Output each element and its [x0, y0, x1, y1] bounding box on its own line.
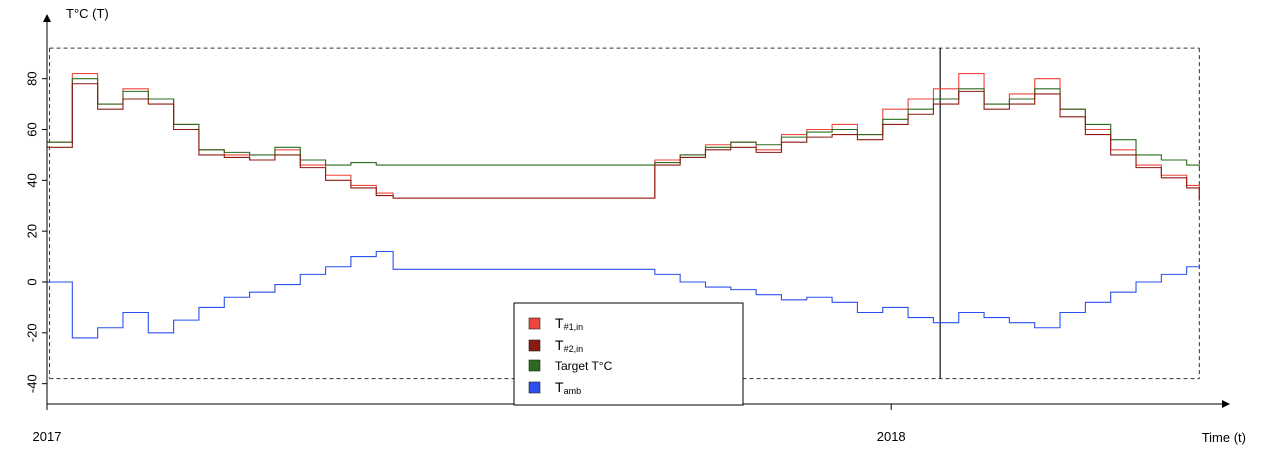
legend-swatch	[528, 359, 541, 372]
y-tick-label: -40	[24, 374, 39, 393]
y-tick-label: 0	[24, 278, 39, 285]
y-axis-title: T°C (T)	[66, 6, 109, 21]
series-line-t1	[47, 73, 1200, 199]
y-tick-label: 20	[24, 224, 39, 238]
series-line-t2	[47, 83, 1200, 201]
legend-label: Target T°C	[555, 359, 613, 373]
x-axis-arrowhead	[1222, 400, 1230, 408]
legend-swatch	[528, 381, 541, 394]
legend-swatch	[528, 339, 541, 352]
series-layer	[47, 73, 1200, 339]
legend-label-subscript: amb	[564, 386, 582, 396]
x-axis-title: Time (t)	[1202, 430, 1246, 445]
y-tick-label: 60	[24, 122, 39, 136]
series-line-target	[47, 78, 1200, 168]
x-tick-label: 2018	[877, 429, 906, 444]
legend-label-subscript: #1,in	[564, 322, 584, 332]
y-tick-label: 40	[24, 173, 39, 187]
legend-label-subscript: #2,in	[564, 344, 584, 354]
y-tick-label: -20	[24, 323, 39, 342]
legend-swatch	[528, 317, 541, 330]
legend-box	[513, 302, 744, 406]
y-axis-arrowhead	[43, 14, 51, 22]
series-line-tamb	[47, 250, 1200, 339]
x-tick-label: 2017	[33, 429, 62, 444]
y-tick-label: 80	[24, 71, 39, 85]
